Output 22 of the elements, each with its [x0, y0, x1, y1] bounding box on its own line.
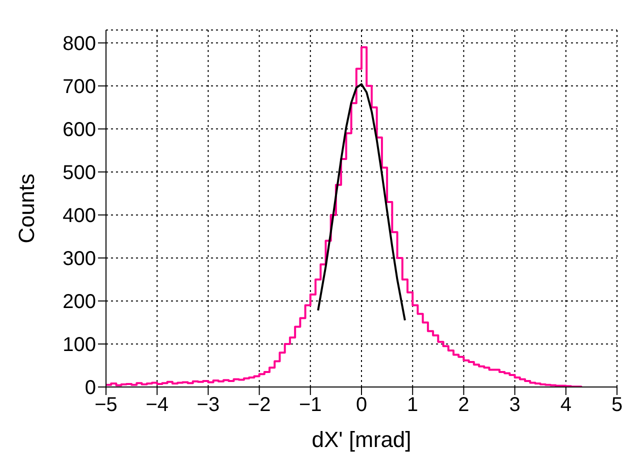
y-tick-label: 300 — [62, 248, 96, 270]
x-tick-label: −2 — [248, 394, 271, 416]
x-tick-label: 1 — [407, 394, 418, 416]
y-axis-title: Counts — [14, 174, 39, 244]
x-axis-title: dX' [mrad] — [312, 427, 412, 452]
y-tick-label: 400 — [62, 205, 96, 228]
x-tick-label: 0 — [356, 394, 368, 416]
x-tick-label: 4 — [560, 394, 572, 416]
x-tick-label: −4 — [146, 394, 169, 416]
y-tick-label: 700 — [62, 76, 96, 98]
x-tick-label: −5 — [94, 394, 118, 416]
x-tick-label: −1 — [298, 394, 322, 416]
x-tick-label: 2 — [458, 394, 470, 416]
y-tick-label: 600 — [62, 119, 96, 142]
y-tick-label: 800 — [62, 33, 96, 56]
x-tick-label: 3 — [509, 394, 520, 416]
x-tick-label: 5 — [611, 394, 623, 416]
x-tick-label: −3 — [196, 394, 220, 416]
y-tick-label: 0 — [84, 377, 96, 400]
y-tick-label: 500 — [62, 162, 96, 184]
y-tick-label: 200 — [62, 291, 96, 314]
y-tick-label: 100 — [62, 334, 96, 356]
